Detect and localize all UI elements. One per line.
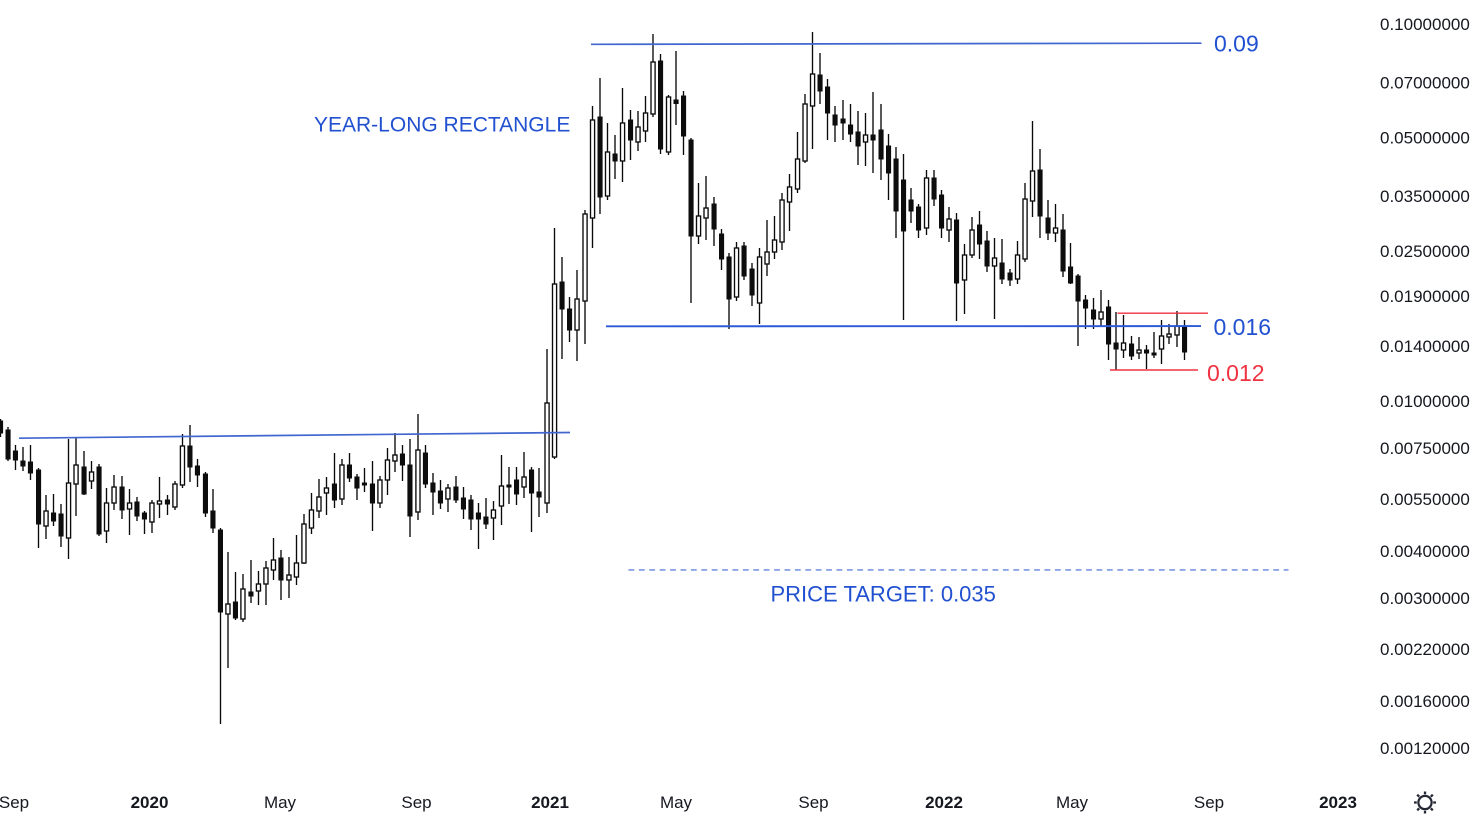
svg-text:0.016: 0.016 <box>1214 314 1272 340</box>
svg-text:2022: 2022 <box>925 793 963 812</box>
svg-text:0.02500000: 0.02500000 <box>1380 242 1470 261</box>
svg-text:0.00750000: 0.00750000 <box>1380 439 1470 458</box>
svg-text:May: May <box>1056 793 1089 812</box>
svg-text:0.07000000: 0.07000000 <box>1380 74 1470 93</box>
svg-text:0.00160000: 0.00160000 <box>1380 692 1470 711</box>
svg-text:2020: 2020 <box>131 793 169 812</box>
svg-text:May: May <box>660 793 693 812</box>
svg-text:0.00220000: 0.00220000 <box>1380 640 1470 659</box>
svg-text:0.00550000: 0.00550000 <box>1380 490 1470 509</box>
svg-text:0.012: 0.012 <box>1207 360 1265 386</box>
svg-text:0.01400000: 0.01400000 <box>1380 337 1470 356</box>
svg-text:0.09: 0.09 <box>1214 30 1259 56</box>
svg-text:0.00300000: 0.00300000 <box>1380 589 1470 608</box>
svg-text:0.10000000: 0.10000000 <box>1380 15 1470 34</box>
svg-text:0.00120000: 0.00120000 <box>1380 739 1470 758</box>
svg-text:0.01000000: 0.01000000 <box>1380 392 1470 411</box>
svg-text:2023: 2023 <box>1319 793 1357 812</box>
svg-text:Sep: Sep <box>0 793 29 812</box>
svg-text:2021: 2021 <box>531 793 569 812</box>
svg-text:May: May <box>264 793 297 812</box>
svg-text:Sep: Sep <box>1194 793 1224 812</box>
svg-text:0.00400000: 0.00400000 <box>1380 542 1470 561</box>
svg-text:Sep: Sep <box>401 793 431 812</box>
svg-text:PRICE TARGET: 0.035: PRICE TARGET: 0.035 <box>771 582 996 607</box>
svg-text:0.01900000: 0.01900000 <box>1380 287 1470 306</box>
svg-text:0.05000000: 0.05000000 <box>1380 129 1470 148</box>
svg-text:0.03500000: 0.03500000 <box>1380 187 1470 206</box>
svg-text:Sep: Sep <box>798 793 828 812</box>
svg-text:YEAR-LONG RECTANGLE: YEAR-LONG RECTANGLE <box>314 114 570 137</box>
